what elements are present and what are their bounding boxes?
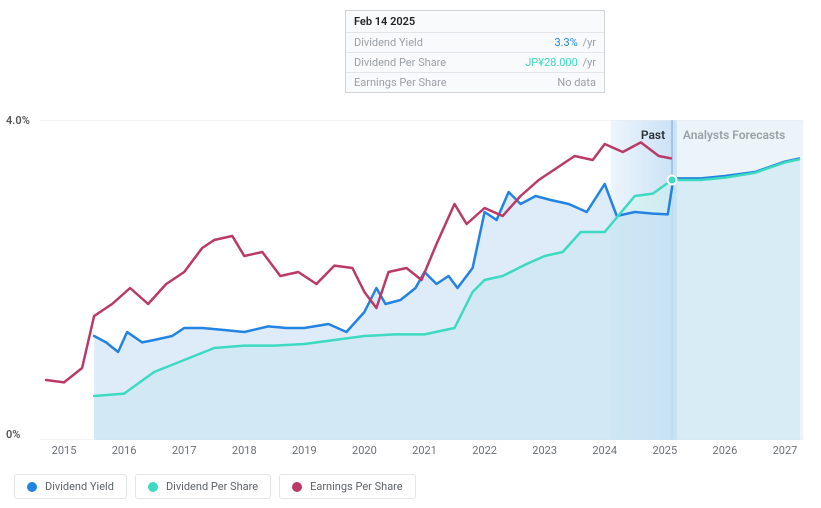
x-tick-label: 2027	[773, 444, 798, 457]
x-tick-label: 2017	[172, 444, 197, 457]
legend-item[interactable]: Earnings Per Share	[279, 474, 416, 499]
forecast-label: Analysts Forecasts	[683, 128, 785, 142]
tooltip-row: Dividend Per Share JP¥28.000 /yr	[346, 53, 604, 73]
x-tick-label: 2025	[652, 444, 677, 457]
legend-label: Dividend Yield	[45, 480, 114, 493]
tooltip-row-value: JP¥28.000 /yr	[525, 56, 596, 69]
legend-label: Earnings Per Share	[310, 480, 403, 493]
x-tick-label: 2022	[472, 444, 497, 457]
legend-swatch	[292, 482, 302, 492]
tooltip-row-value: No data	[557, 76, 596, 89]
x-tick-label: 2015	[52, 444, 77, 457]
x-tick-label: 2023	[532, 444, 557, 457]
chart-plot[interactable]	[40, 120, 803, 440]
x-tick-label: 2021	[412, 444, 437, 457]
tooltip-row-label: Dividend Yield	[354, 36, 423, 49]
tooltip-row-value: 3.3% /yr	[554, 36, 596, 49]
legend-item[interactable]: Dividend Per Share	[135, 474, 271, 499]
legend-label: Dividend Per Share	[166, 480, 258, 493]
x-tick-label: 2020	[352, 444, 377, 457]
x-tick-label: 2026	[713, 444, 738, 457]
past-label: Past	[641, 128, 665, 142]
dividend-chart: Feb 14 2025 Dividend Yield3.3% /yrDivide…	[0, 0, 821, 508]
tooltip-date: Feb 14 2025	[346, 11, 604, 33]
x-tick-label: 2016	[112, 444, 137, 457]
x-tick-label: 2018	[232, 444, 257, 457]
legend-swatch	[27, 482, 37, 492]
x-tick-label: 2019	[292, 444, 317, 457]
tooltip-row: Dividend Yield 3.3% /yr	[346, 33, 604, 53]
chart-tooltip: Feb 14 2025 Dividend Yield3.3% /yrDivide…	[345, 10, 605, 93]
tooltip-row: Earnings Per Share No data	[346, 73, 604, 92]
legend: Dividend Yield Dividend Per Share Earnings…	[14, 474, 416, 499]
tooltip-row-label: Earnings Per Share	[354, 76, 447, 89]
tooltip-row-label: Dividend Per Share	[354, 56, 446, 69]
y-tick-min: 0%	[6, 428, 20, 441]
legend-swatch	[148, 482, 158, 492]
y-tick-max: 4.0%	[6, 114, 30, 127]
x-tick-label: 2024	[592, 444, 617, 457]
x-axis: 2015 2016 2017 2018 2019 2020 2021 2022 2023 2024…	[40, 444, 803, 460]
legend-item[interactable]: Dividend Yield	[14, 474, 127, 499]
